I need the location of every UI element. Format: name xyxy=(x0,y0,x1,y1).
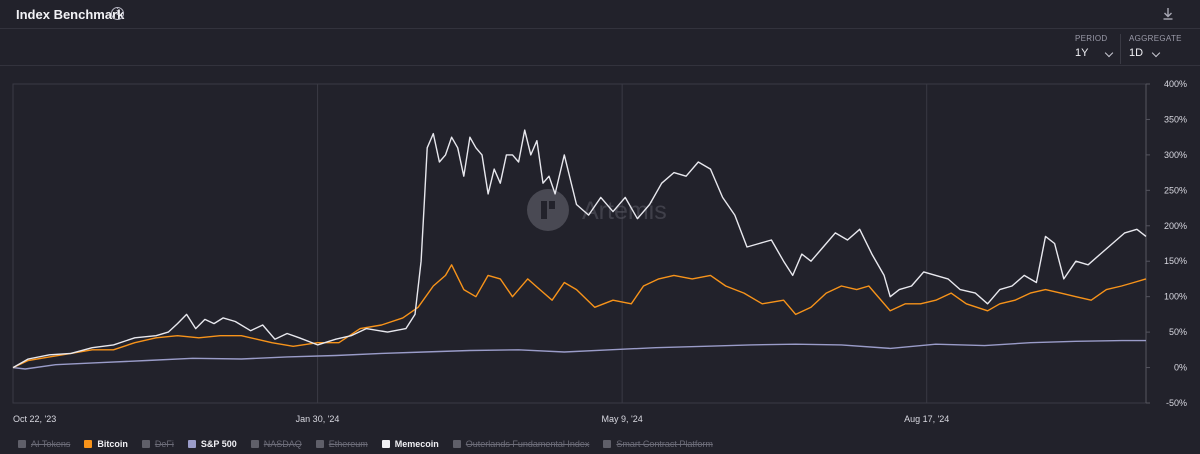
y-tick-label: 200% xyxy=(1164,221,1187,231)
chart-grid xyxy=(12,83,1147,404)
legend-swatch xyxy=(250,440,259,448)
period-label: PERIOD xyxy=(1075,34,1108,43)
watermark-text: Artemis xyxy=(582,197,667,225)
legend-item-ethereum[interactable]: Ethereum xyxy=(315,439,368,449)
x-tick-label: May 9, '24 xyxy=(602,414,643,424)
legend-item-ai-tokens[interactable]: AI Tokens xyxy=(18,439,70,449)
legend-item-smart-contract-platform[interactable]: Smart Contract Platform xyxy=(603,439,713,449)
series-line-bitcoin xyxy=(12,264,1147,369)
period-select[interactable]: PERIOD 1Y xyxy=(1075,34,1115,66)
plot-frame xyxy=(12,83,1147,404)
legend-item-bitcoin[interactable]: Bitcoin xyxy=(84,439,128,449)
x-tick-label: Aug 17, '24 xyxy=(904,414,949,424)
legend-label: AI Tokens xyxy=(31,439,71,449)
series-layer xyxy=(12,129,1147,370)
legend-label: NASDAQ xyxy=(263,439,302,449)
legend-item-memecoin[interactable]: Memecoin xyxy=(381,439,439,449)
y-tick-label: 100% xyxy=(1164,292,1187,302)
legend-item-s-p-500[interactable]: S&P 500 xyxy=(187,439,237,449)
aggregate-label: AGGREGATE xyxy=(1129,34,1182,43)
artemis-logo-mark xyxy=(541,201,547,219)
info-icon[interactable]: i xyxy=(111,7,124,20)
x-tick-label: Jan 30, '24 xyxy=(296,414,340,424)
y-tick-label: -50% xyxy=(1166,398,1187,408)
legend-swatch xyxy=(18,440,26,448)
legend-label: Ethereum xyxy=(328,439,368,449)
y-tick-label: 250% xyxy=(1164,185,1187,195)
legend-label: Bitcoin xyxy=(97,439,128,449)
legend-swatch xyxy=(84,440,93,448)
legend-swatch xyxy=(187,440,196,448)
series-line-s-p-500 xyxy=(12,339,1146,370)
legend-item-outerlands-fundamental-index[interactable]: Outerlands Fundamental Index xyxy=(452,439,590,449)
legend-label: Outerlands Fundamental Index xyxy=(465,439,590,449)
chart-header: Index Benchmark i xyxy=(0,0,1200,29)
legend-swatch xyxy=(603,440,612,448)
y-tick-label: 350% xyxy=(1164,114,1187,124)
legend-label: Memecoin xyxy=(394,439,439,449)
aggregate-value: 1D xyxy=(1129,47,1144,59)
legend-label: Smart Contract Platform xyxy=(616,439,713,449)
y-tick-label: 300% xyxy=(1164,150,1187,160)
period-value: 1Y xyxy=(1075,47,1089,59)
y-axis-labels: 400% 350% 300% 250% 200% 150% 100% 50% 0% -50% xyxy=(1146,79,1187,408)
artemis-logo-icon xyxy=(527,189,569,231)
chart-title: Index Benchmark xyxy=(16,7,125,22)
legend-swatch xyxy=(452,440,461,448)
x-axis-labels: Oct 22, '23 Jan 30, '24 May 9, '24 Aug 17, … xyxy=(13,414,949,424)
legend-item-defi[interactable]: DeFi xyxy=(141,439,174,449)
legend-swatch xyxy=(141,440,150,448)
legend-label: DeFi xyxy=(154,439,174,449)
legend-swatch xyxy=(381,440,390,448)
artemis-logo-mark-2 xyxy=(549,201,555,209)
y-tick-label: 0% xyxy=(1174,363,1187,373)
header-divider xyxy=(0,65,1200,66)
watermark: Artemis xyxy=(527,189,667,231)
aggregate-select[interactable]: AGGREGATE 1D xyxy=(1129,34,1182,66)
download-icon[interactable] xyxy=(1160,6,1176,22)
y-tick-label: 50% xyxy=(1169,327,1187,337)
legend-swatch xyxy=(315,440,324,448)
y-tick-label: 150% xyxy=(1164,256,1187,266)
series-line-memecoin xyxy=(12,129,1147,369)
chart-legend: AI Tokens Bitcoin DeFi S&P 500 NASDAQ Ethereu… xyxy=(18,437,713,451)
legend-item-nasdaq[interactable]: NASDAQ xyxy=(250,439,302,449)
legend-label: S&P 500 xyxy=(200,439,237,449)
control-divider xyxy=(1120,34,1121,64)
y-tick-label: 400% xyxy=(1164,79,1187,89)
x-tick-label: Oct 22, '23 xyxy=(13,414,56,424)
